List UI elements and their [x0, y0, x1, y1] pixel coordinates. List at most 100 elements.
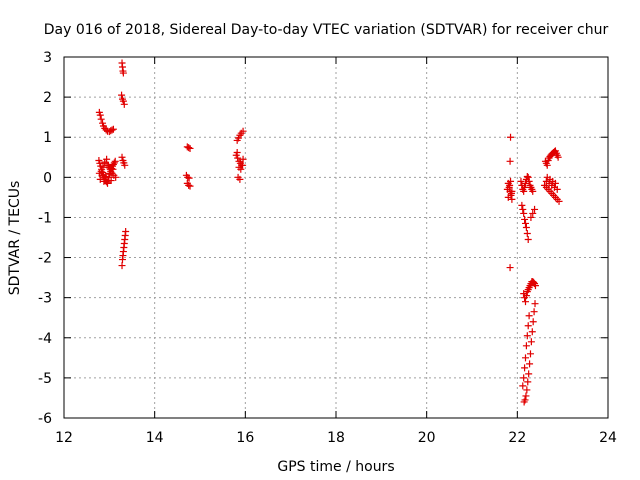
data-point: [521, 396, 529, 404]
data-point: [523, 229, 531, 237]
data-point: [108, 126, 116, 134]
data-point: [554, 153, 562, 161]
data-point: [521, 219, 529, 227]
data-point: [508, 195, 516, 203]
data-point: [555, 197, 563, 205]
data-point: [506, 157, 514, 165]
y-tick-label: -1: [38, 210, 52, 226]
y-tick-label: -5: [38, 371, 52, 387]
data-point: [185, 174, 193, 182]
data-point: [521, 183, 529, 191]
data-point: [185, 181, 193, 189]
data-point: [521, 215, 529, 223]
data-point: [239, 127, 247, 135]
data-point: [233, 148, 241, 156]
data-point: [102, 126, 110, 134]
y-tick-label: -3: [38, 291, 52, 307]
data-point: [508, 187, 516, 195]
data-point: [525, 312, 533, 320]
y-tick-label: 0: [43, 170, 52, 186]
x-tick-label: 24: [599, 430, 617, 446]
data-point: [520, 374, 528, 382]
data-point: [99, 163, 107, 171]
data-point: [105, 169, 113, 177]
data-point: [527, 213, 535, 221]
data-point: [528, 328, 536, 336]
chart-title: Day 016 of 2018, Sidereal Day-to-day VTE…: [44, 22, 609, 38]
data-point: [109, 125, 117, 133]
data-point: [522, 223, 530, 231]
data-point: [102, 173, 110, 181]
data-point: [522, 292, 530, 300]
data-point: [506, 181, 514, 189]
data-point: [119, 69, 127, 77]
data-point: [236, 175, 244, 183]
data-point: [118, 153, 126, 161]
data-point: [522, 392, 530, 400]
data-point: [120, 100, 128, 108]
data-point: [504, 193, 512, 201]
data-point: [110, 159, 118, 167]
x-tick-label: 14: [146, 430, 164, 446]
data-point: [518, 201, 526, 209]
data-point: [517, 177, 525, 185]
data-point: [186, 182, 194, 190]
data-point: [551, 179, 559, 187]
data-point: [237, 165, 245, 173]
data-point: [524, 322, 532, 330]
data-point: [98, 171, 106, 179]
x-tick-label: 12: [55, 430, 73, 446]
data-point: [530, 308, 538, 316]
data-point: [521, 364, 529, 372]
data-point: [523, 332, 531, 340]
data-point: [526, 350, 534, 358]
data-point: [523, 386, 531, 394]
data-point: [529, 318, 537, 326]
data-point: [531, 205, 539, 213]
data-point: [107, 177, 115, 185]
data-point: [526, 360, 534, 368]
data-point: [524, 236, 532, 244]
data-point: [118, 91, 126, 99]
data-point: [531, 282, 539, 290]
y-axis-label: SDTVAR / TECUs: [7, 181, 23, 296]
data-point: [529, 187, 537, 195]
data-point: [527, 338, 535, 346]
data-point: [118, 262, 126, 270]
x-tick-label: 22: [508, 430, 526, 446]
data-point: [100, 177, 108, 185]
y-tick-label: 2: [43, 90, 52, 106]
data-point: [503, 185, 511, 193]
x-tick-label: 18: [327, 430, 345, 446]
data-point: [521, 354, 529, 362]
data-point: [96, 111, 104, 119]
data-point: [529, 209, 537, 217]
y-tick-label: -2: [38, 251, 52, 267]
data-point: [519, 205, 527, 213]
data-point: [553, 185, 561, 193]
x-axis-label: GPS time / hours: [277, 459, 394, 475]
x-tick-label: 16: [236, 430, 254, 446]
data-point: [521, 179, 529, 187]
data-point: [104, 179, 112, 187]
y-tick-label: 1: [43, 130, 52, 146]
data-point: [239, 161, 247, 169]
data-point: [522, 342, 530, 350]
data-point: [506, 264, 514, 272]
y-tick-label: 3: [43, 50, 52, 66]
data-point: [521, 298, 529, 306]
data-point: [543, 161, 551, 169]
grid: [64, 57, 608, 418]
data-point: [185, 144, 193, 152]
data-point: [519, 382, 527, 390]
y-tick-label: -4: [38, 331, 52, 347]
data-point: [111, 157, 119, 165]
data-point: [523, 173, 531, 181]
x-tick-label: 20: [418, 430, 436, 446]
data-points: [95, 59, 563, 406]
data-point: [524, 173, 532, 181]
data-point: [507, 177, 515, 185]
data-point: [525, 177, 533, 185]
